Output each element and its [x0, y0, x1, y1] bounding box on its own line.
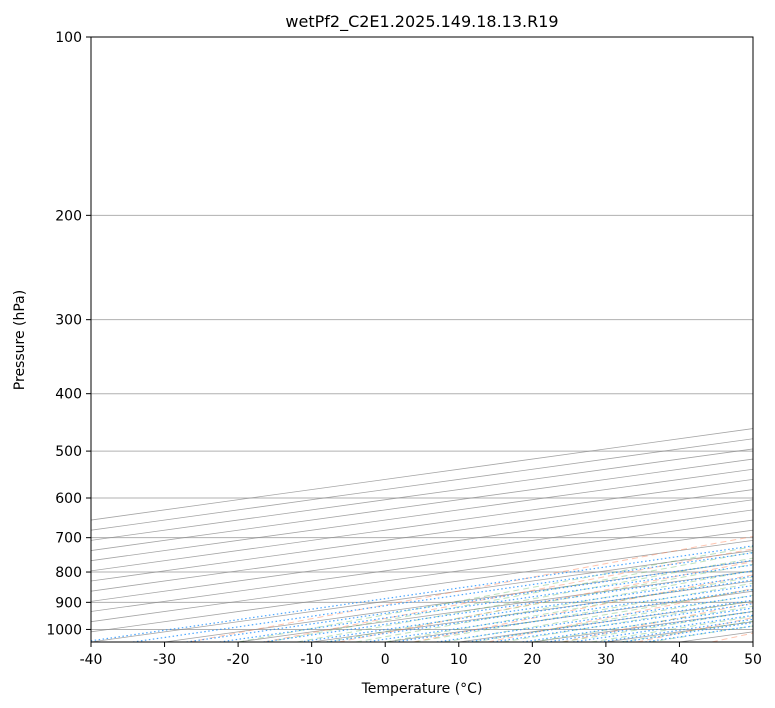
dry-adiabat-line — [711, 632, 753, 642]
chart-title: wetPf2_C2E1.2025.149.18.13.R19 — [285, 12, 558, 32]
moist-adiabat-line — [444, 588, 753, 642]
mixing-ratio-line — [186, 559, 753, 642]
x-tick-label: 30 — [597, 652, 615, 668]
moist-adiabat-line — [296, 557, 753, 642]
x-tick-label: -40 — [80, 652, 103, 668]
dry-adiabat-line — [264, 548, 753, 642]
x-tick-label: 0 — [381, 652, 390, 668]
dry-adiabat-line — [637, 617, 753, 642]
isotherm-line — [91, 509, 753, 602]
moist-adiabat-line — [326, 563, 753, 642]
moist-adiabat-line — [355, 569, 753, 642]
x-tick-label: -30 — [153, 652, 176, 668]
mixing-ratio-line — [573, 614, 753, 642]
mixing-ratio-line — [219, 564, 753, 642]
x-tick-label: -10 — [300, 652, 323, 668]
x-axis-label: Temperature (°C) — [361, 681, 483, 697]
dewpoint-profile-line — [768, 37, 775, 592]
isotherm-line — [91, 438, 753, 531]
y-tick-label: 300 — [55, 313, 82, 329]
moist-adiabat-line — [561, 610, 753, 642]
y-axis-label: Pressure (hPa) — [12, 290, 28, 390]
y-tick-label: 700 — [55, 531, 82, 547]
mixing-ratio-line — [132, 552, 753, 642]
plot-frame — [90, 36, 754, 643]
isotherm-line — [91, 539, 753, 633]
background-grid — [91, 37, 753, 642]
moist-adiabat-line — [473, 594, 753, 642]
isotherm-line — [91, 458, 753, 551]
isotherm-line — [91, 489, 753, 582]
isotherm-line — [752, 641, 753, 642]
y-tick-label: 200 — [55, 208, 82, 224]
isotherm-line — [91, 519, 753, 612]
isotherm-line — [458, 600, 753, 642]
mixing-ratio-line — [492, 603, 753, 642]
isotherm-line — [164, 560, 753, 642]
y-tick-label: 1000 — [46, 622, 82, 638]
x-tick-label: -20 — [227, 652, 250, 668]
dry-adiabat-line — [487, 588, 753, 642]
dry-adiabat-line — [338, 561, 753, 642]
mixing-ratio-line — [91, 545, 753, 642]
moist-adiabat-line — [267, 551, 753, 642]
isotherm-line — [91, 499, 753, 592]
x-tick-label: 50 — [744, 652, 762, 668]
x-tick-label: 40 — [671, 652, 689, 668]
axis-ticks: -40 -30 -20 -10 0 10 20 30 40 50 100 200 300 400 500 60… — [46, 30, 762, 668]
mixing-ratio-line — [522, 607, 753, 642]
y-tick-label: 600 — [55, 491, 82, 507]
y-tick-label: 400 — [55, 387, 82, 403]
dry-adiabat-line — [189, 535, 753, 642]
isotherm-line — [91, 468, 753, 562]
moist-adiabat-line — [385, 576, 753, 642]
moist-adiabat-line — [620, 620, 753, 642]
profile-series — [768, 37, 775, 594]
dry-adiabat-line — [413, 574, 753, 642]
isotherm-line — [238, 570, 753, 642]
isotherm-line — [91, 428, 753, 521]
mixing-ratio-line — [394, 589, 753, 642]
y-tick-label: 500 — [55, 444, 82, 460]
isotherm-line — [91, 478, 753, 572]
mixing-ratio-line — [546, 610, 753, 642]
moist-adiabat-line — [238, 546, 753, 642]
x-tick-label: 10 — [450, 652, 468, 668]
y-tick-label: 800 — [55, 565, 82, 581]
moist-adiabat-line — [414, 582, 753, 642]
dry-adiabat-line — [562, 602, 753, 642]
isotherm-line — [679, 631, 753, 642]
isotherm-line — [91, 529, 753, 623]
y-tick-label: 100 — [55, 30, 82, 46]
y-tick-label: 900 — [55, 595, 82, 611]
isotherm-line — [91, 448, 753, 541]
moist-adiabat-line — [502, 600, 753, 642]
x-tick-label: 20 — [523, 652, 541, 668]
